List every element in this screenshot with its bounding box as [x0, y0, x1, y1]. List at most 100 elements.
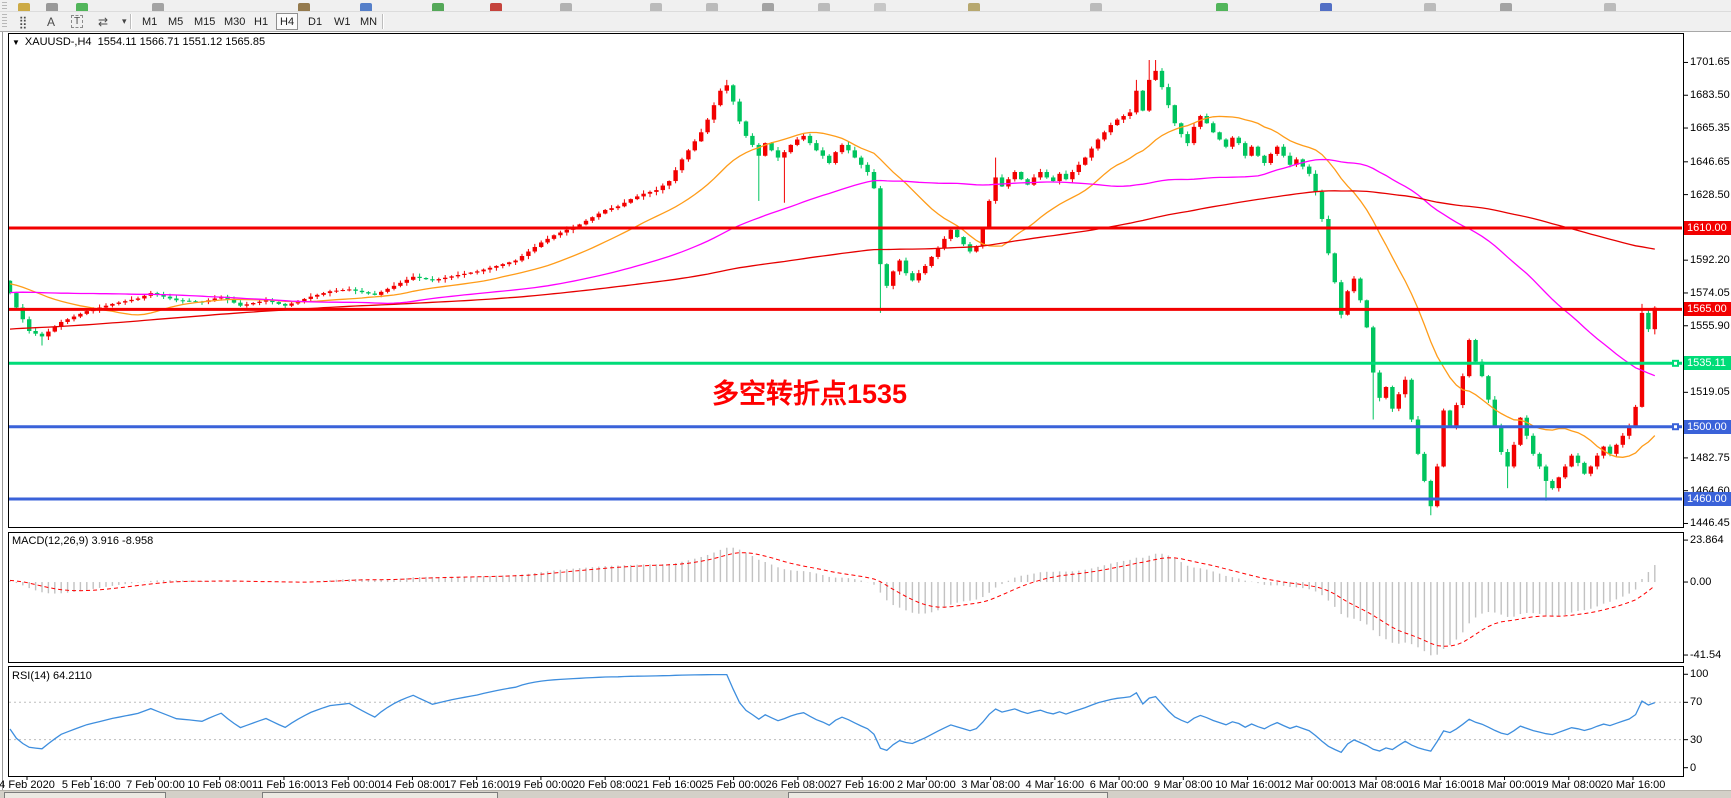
toolbar-icon[interactable]: [968, 3, 980, 11]
price-tick-label: 1574.05: [1690, 286, 1730, 299]
time-axis-label: 5 Feb 16:00: [61, 779, 121, 791]
time-axis-label: 20 Feb 08:00: [572, 779, 638, 791]
toolbar-icon[interactable]: [1424, 3, 1436, 11]
rsi-tick-label: 0: [1690, 761, 1697, 774]
rsi-indicator-label: RSI(14) 64.2110: [12, 670, 92, 682]
timeframe-button-d1[interactable]: D1: [308, 15, 323, 28]
text-label-icon: A: [46, 14, 55, 29]
status-segment[interactable]: [4, 792, 166, 798]
status-segment[interactable]: [788, 792, 1108, 798]
chart-symbol-header: ▼ XAUUSD-,H4 1554.11 1566.71 1551.12 1565…: [12, 36, 265, 48]
timeframe-button-m15[interactable]: M15: [194, 15, 216, 28]
toolbar-icon[interactable]: [818, 3, 830, 11]
price-tick-label: 1482.75: [1690, 451, 1730, 464]
collapse-triangle-icon[interactable]: ▼: [12, 38, 20, 47]
crosshair-grid-icon: ⣿: [18, 14, 28, 29]
timeframe-button-m30[interactable]: M30: [224, 15, 246, 28]
time-axis-label: 19 Feb 00:00: [508, 779, 574, 791]
toolbar-icon[interactable]: [874, 3, 886, 11]
time-axis-label: 13 Feb 00:00: [315, 779, 381, 791]
timeframe-button-h4[interactable]: H4: [276, 13, 299, 30]
macd-tick-label: 0.00: [1690, 576, 1712, 589]
time-axis-label: 3 Mar 08:00: [961, 779, 1020, 791]
toolbar-icon[interactable]: [1500, 3, 1512, 11]
toolbar-separator: [382, 14, 384, 29]
tools-dropdown-caret[interactable]: ▾: [116, 13, 131, 30]
toolbar-icon[interactable]: [432, 3, 444, 11]
price-level-tag: 1565.00: [1684, 302, 1731, 317]
macd-tick-label: -41.54: [1690, 649, 1722, 662]
time-axis-label: 9 Mar 08:00: [1153, 779, 1213, 791]
charts-toolbar: ⣿ A T ⇄ ▾ M1 M5 M15 M30 H1 H4 D1 W1 MN: [0, 12, 1731, 32]
toolbar-icon[interactable]: [560, 3, 572, 11]
rsi-tick-label: 100: [1690, 668, 1709, 681]
toolbar-icon[interactable]: [650, 3, 662, 11]
time-axis-label: 21 Feb 16:00: [636, 779, 702, 791]
time-axis-label: 14 Feb 08:00: [380, 779, 445, 791]
price-tick-label: 1665.35: [1690, 122, 1730, 135]
price-level-tag: 1500.00: [1684, 419, 1731, 434]
time-axis-label: 26 Feb 08:00: [765, 779, 831, 791]
time-axis-label: 12 Mar 00:00: [1279, 779, 1345, 791]
rsi-panel[interactable]: [9, 673, 1683, 754]
price-tick-label: 1646.65: [1690, 155, 1730, 168]
toolbar-icon[interactable]: [706, 3, 718, 11]
time-axis-label: 4 Feb 2020: [0, 779, 55, 791]
toolbar-icon[interactable]: [360, 3, 372, 11]
cycle-symbols-icon-button[interactable]: ⇄: [92, 13, 114, 30]
text-label-icon-button[interactable]: A: [40, 13, 62, 30]
toolbar-icon[interactable]: [1604, 3, 1616, 11]
price-tick-label: 1683.50: [1690, 89, 1730, 102]
rsi-tick-label: 30: [1690, 733, 1703, 746]
toolbar-grip[interactable]: [2, 14, 7, 29]
price-tick-label: 1446.45: [1690, 517, 1730, 530]
time-axis-label: 11 Feb 16:00: [251, 779, 316, 791]
clipped-toolbar-row: [0, 0, 1731, 12]
toolbar-icon[interactable]: [1320, 3, 1332, 11]
timeframe-button-mn[interactable]: MN: [360, 15, 378, 28]
price-tick-label: 1628.50: [1690, 188, 1730, 201]
timeframe-button-w1[interactable]: W1: [334, 15, 351, 28]
price-tick-label: 1519.05: [1690, 386, 1730, 399]
timeframe-button-h1[interactable]: H1: [254, 15, 269, 28]
macd-signal-line: [9, 552, 1656, 647]
toolbar-icon[interactable]: [1216, 3, 1228, 11]
toolbar-icon[interactable]: [762, 3, 774, 11]
chart-text-annotation[interactable]: 多空转折点1535: [712, 379, 908, 409]
window-left-edge: [2, 32, 4, 790]
time-axis-label: 25 Feb 00:00: [701, 779, 767, 791]
toolbar-grip[interactable]: [2, 2, 7, 10]
toolbar-icon[interactable]: [18, 3, 30, 11]
toolbar-icon[interactable]: [298, 3, 310, 11]
macd-panel[interactable]: [9, 547, 1656, 656]
text-box-icon: T: [70, 15, 84, 28]
time-axis-label: 27 Feb 16:00: [829, 779, 895, 791]
time-axis-label: 10 Mar 16:00: [1215, 779, 1280, 791]
macd-indicator-label: MACD(12,26,9) 3.916 -8.958: [12, 535, 154, 547]
toolbar-separator: [130, 14, 132, 29]
symbol-timeframe-label: XAUUSD-,H4: [24, 36, 92, 48]
time-axis-label: 2 Mar 00:00: [897, 779, 956, 791]
toolbar-icon[interactable]: [490, 3, 502, 11]
price-tick-label: 1701.65: [1690, 56, 1730, 69]
price-level-tag: 1460.00: [1684, 491, 1731, 506]
ma60-line: [9, 158, 1656, 377]
toolbar-icon[interactable]: [152, 3, 164, 11]
timeframe-button-m1[interactable]: M1: [142, 15, 158, 28]
status-segment[interactable]: [262, 792, 498, 798]
text-box-icon-button[interactable]: T: [66, 13, 88, 30]
price-tick-label: 1555.90: [1690, 319, 1730, 332]
toolbar-icon[interactable]: [76, 3, 88, 11]
timeframe-button-m5[interactable]: M5: [168, 15, 184, 28]
chart-window[interactable]: ▼ XAUUSD-,H4 1554.11 1566.71 1551.12 1565…: [0, 32, 1731, 791]
toolbar-icon[interactable]: [46, 3, 58, 11]
time-axis-label: 20 Mar 16:00: [1600, 779, 1666, 791]
time-axis-label: 10 Feb 08:00: [187, 779, 253, 791]
rsi-line: [9, 673, 1656, 754]
toolbar-icon[interactable]: [1090, 3, 1102, 11]
price-level-tag: 1535.11: [1684, 356, 1731, 371]
chart-svg[interactable]: [0, 32, 1731, 790]
price-panel[interactable]: [8, 60, 1683, 516]
crosshair-grid-icon-button[interactable]: ⣿: [12, 13, 34, 30]
